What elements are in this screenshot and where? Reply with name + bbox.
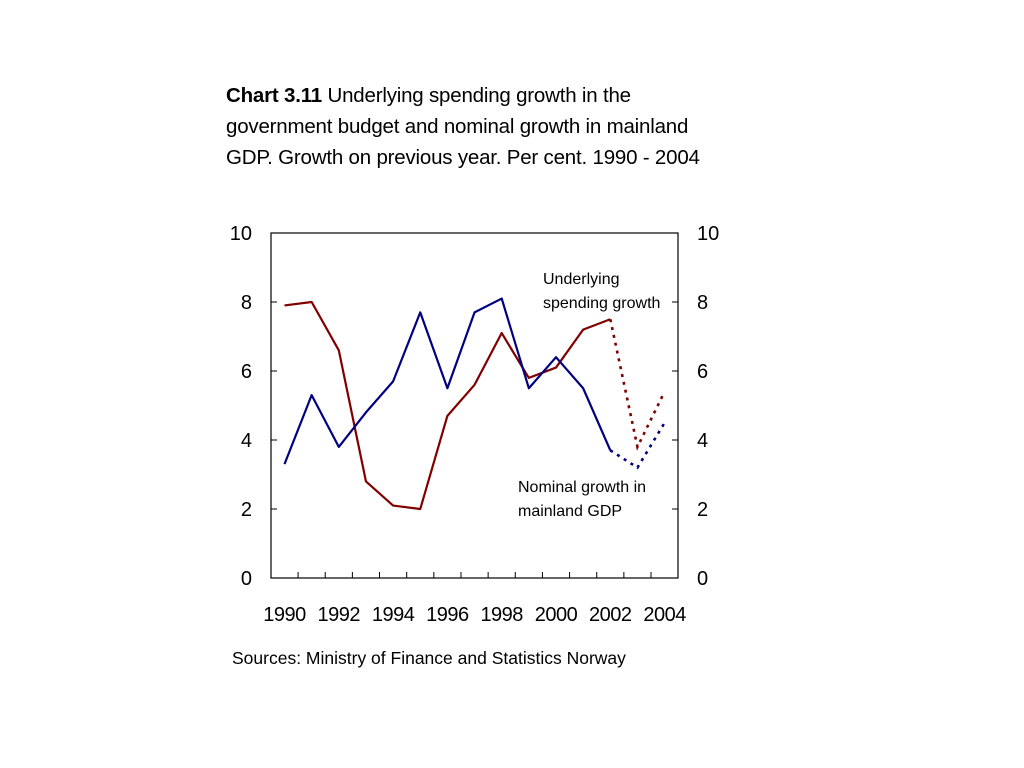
plot-frame	[270, 232, 679, 579]
annotation-line: Nominal growth in	[518, 479, 646, 496]
chart-title: Chart 3.11 Underlying spending growth in…	[226, 80, 726, 173]
series-annotation: Underlying spending growth	[543, 271, 660, 312]
annotation-line: Underlying	[543, 271, 619, 288]
y-tick-label-left: 8	[241, 292, 252, 314]
y-tick-label-right: 4	[697, 430, 708, 452]
series-line	[283, 297, 612, 465]
axis-labels: 0 0 2 2 4 4 6 6 8 8 10 10 1990 1992 1994 1996 1998 2000 20…	[230, 223, 720, 626]
y-tick-label-left: 2	[241, 499, 252, 521]
x-tick-label: 1992	[318, 604, 361, 626]
y-tick-label-left: 0	[241, 568, 252, 590]
projection-line	[609, 422, 666, 470]
x-tick-label: 1998	[480, 604, 523, 626]
x-tick-label: 1994	[372, 604, 415, 626]
series-line	[284, 300, 611, 511]
chart-source: Sources: Ministry of Finance and Statist…	[232, 648, 626, 668]
y-tick-label-left: 10	[230, 223, 252, 245]
y-tick-label-right: 10	[697, 223, 719, 245]
x-tick-label: 1990	[263, 604, 306, 626]
y-tick-label-left: 4	[241, 430, 252, 452]
projection-line	[609, 318, 666, 451]
series-lines	[283, 297, 666, 511]
annotation-line: spending growth	[543, 295, 660, 312]
chart-title-text: Underlying spending growth in the govern…	[226, 84, 700, 169]
x-tick-label: 2002	[589, 604, 632, 626]
annotation-line: mainland GDP	[518, 503, 622, 520]
chart-number: Chart 3.11	[226, 84, 322, 107]
y-tick-label-right: 8	[697, 292, 708, 314]
series-annotation: Nominal growth in mainland GDP	[518, 479, 646, 520]
y-tick-label-right: 2	[697, 499, 708, 521]
y-tick-label-left: 6	[241, 361, 252, 383]
x-tick-label: 2004	[643, 604, 686, 626]
axis-ticks	[271, 301, 678, 578]
series-annotations: Underlying spending growth Nominal growth …	[518, 271, 660, 520]
y-tick-label-right: 6	[697, 361, 708, 383]
y-tick-label-right: 0	[697, 568, 708, 590]
x-tick-label: 1996	[426, 604, 469, 626]
x-tick-label: 2000	[535, 604, 578, 626]
